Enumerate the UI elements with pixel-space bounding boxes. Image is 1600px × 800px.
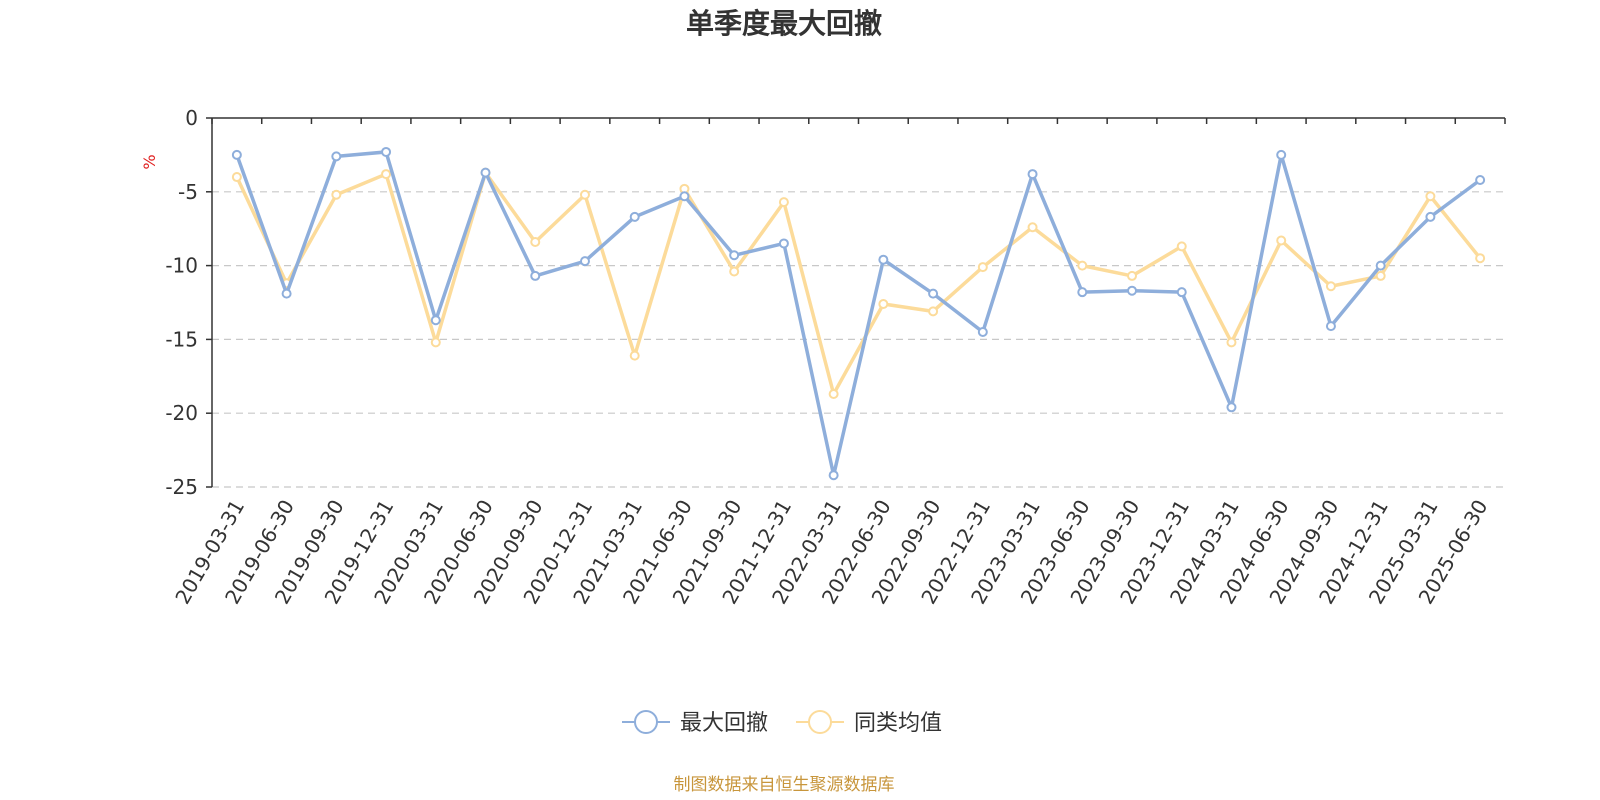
data-point — [430, 337, 441, 348]
data-point — [530, 236, 541, 247]
data-point — [1276, 235, 1287, 246]
legend-item-1[interactable]: 最大回撤 — [622, 710, 768, 736]
data-point — [1077, 260, 1088, 271]
series-line — [235, 150, 1482, 477]
data-point — [778, 197, 789, 208]
data-point — [231, 149, 242, 160]
data-point — [1425, 211, 1436, 222]
series — [231, 146, 1486, 481]
data-point — [381, 146, 392, 157]
data-point — [1077, 287, 1088, 298]
data-point — [928, 288, 939, 299]
data-point — [430, 315, 441, 326]
data-point — [1276, 149, 1287, 160]
data-point — [629, 350, 640, 361]
data-point — [1176, 241, 1187, 252]
data-point — [679, 191, 690, 202]
y-axis-unit: % — [140, 154, 159, 169]
data-point — [729, 266, 740, 277]
data-point — [231, 172, 242, 183]
data-point — [977, 262, 988, 273]
data-point — [480, 167, 491, 178]
data-point — [1127, 285, 1138, 296]
data-point — [1027, 222, 1038, 233]
data-point — [629, 211, 640, 222]
data-point — [729, 250, 740, 261]
data-point — [928, 306, 939, 317]
legend-marker — [808, 710, 832, 734]
data-point — [1475, 253, 1486, 264]
data-point — [878, 298, 889, 309]
y-tick-label: -10 — [165, 254, 198, 278]
data-point — [331, 189, 342, 200]
data-point — [331, 151, 342, 162]
legend[interactable]: 最大回撤 同类均值 — [622, 710, 942, 736]
data-point — [828, 389, 839, 400]
data-point — [1325, 321, 1336, 332]
data-point — [1226, 402, 1237, 413]
legend-label: 同类均值 — [854, 711, 942, 736]
source-note: 制图数据来自恒生聚源数据库 — [674, 775, 895, 795]
data-point — [1176, 287, 1187, 298]
legend-item-2[interactable]: 同类均值 — [796, 710, 942, 736]
data-point — [579, 189, 590, 200]
data-point — [381, 169, 392, 180]
data-point — [1226, 337, 1237, 348]
legend-label: 最大回撤 — [680, 711, 768, 736]
legend-marker — [634, 710, 658, 734]
data-point — [1425, 191, 1436, 202]
y-tick-label: -5 — [178, 180, 198, 204]
data-point — [1325, 281, 1336, 292]
series-1 — [231, 146, 1486, 481]
y-tick-label: 0 — [185, 106, 198, 130]
data-point — [1475, 174, 1486, 185]
data-point — [1375, 260, 1386, 271]
data-point — [1375, 270, 1386, 281]
y-tick-label: -15 — [165, 327, 198, 351]
data-point — [281, 288, 292, 299]
chart-title: 单季度最大回撤 — [686, 7, 882, 40]
data-point — [828, 470, 839, 481]
y-tick-label: -20 — [165, 401, 198, 425]
series-2 — [231, 167, 1486, 400]
data-point — [1027, 169, 1038, 180]
y-tick-label: -25 — [165, 475, 198, 499]
data-point — [778, 238, 789, 249]
data-point — [579, 256, 590, 267]
data-point — [977, 327, 988, 338]
data-point — [530, 270, 541, 281]
series-line — [235, 170, 1482, 396]
data-point — [1127, 270, 1138, 281]
data-point — [878, 254, 889, 265]
